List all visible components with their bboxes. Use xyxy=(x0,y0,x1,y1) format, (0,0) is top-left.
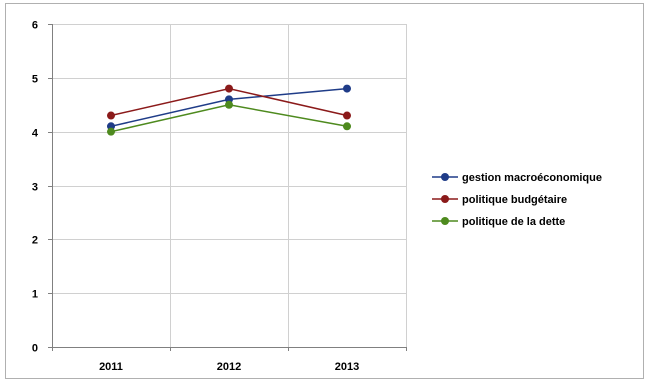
series-2-point xyxy=(343,111,351,120)
axes xyxy=(48,24,407,351)
y-tick-label: 2 xyxy=(32,235,38,247)
y-tick-label: 0 xyxy=(32,343,38,355)
y-tick-label: 4 xyxy=(32,128,39,140)
x-tick-label: 2013 xyxy=(335,361,359,373)
legend-item: politique budgétaire xyxy=(432,194,567,206)
x-tick-label: 2012 xyxy=(217,361,241,373)
series-3-point xyxy=(107,127,115,136)
legend: gestion macroéconomique politique budgéta… xyxy=(432,172,602,228)
legend-swatch-marker xyxy=(441,217,449,225)
y-tick-label: 6 xyxy=(32,20,38,32)
series xyxy=(107,84,351,136)
y-tick-labels: 0 1 2 3 4 5 6 xyxy=(32,20,39,355)
legend-swatch-marker xyxy=(441,195,449,203)
legend-label: politique budgétaire xyxy=(462,194,567,206)
series-3-point xyxy=(343,122,351,131)
series-2-point xyxy=(225,84,233,93)
legend-label: politique de la dette xyxy=(462,216,565,228)
series-2-point xyxy=(107,111,115,120)
legend-label: gestion macroéconomique xyxy=(462,172,602,184)
x-tick-labels: 2011 2012 2013 xyxy=(99,361,359,373)
chart-frame xyxy=(5,3,644,379)
legend-item: politique de la dette xyxy=(432,216,565,228)
legend-item: gestion macroéconomique xyxy=(432,172,602,184)
legend-swatch-marker xyxy=(441,173,449,181)
series-3-point xyxy=(225,100,233,109)
y-tick-label: 3 xyxy=(32,182,38,194)
series-1-point xyxy=(343,84,351,93)
y-tick-label: 1 xyxy=(32,289,38,301)
y-tick-label: 5 xyxy=(32,74,38,86)
x-tick-label: 2011 xyxy=(99,361,123,373)
